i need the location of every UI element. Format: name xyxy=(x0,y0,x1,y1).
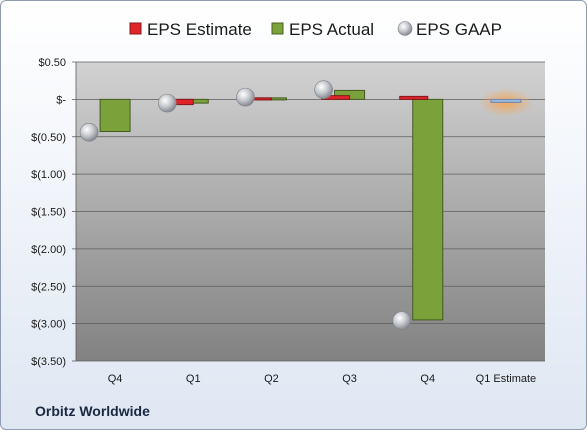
y-axis-labels: $0.50 $- $(0.50) $(1.00) $(1.50) $(2.00) $(2.5… xyxy=(31,57,66,368)
y-tick-label: $(2.50) xyxy=(31,281,66,293)
bar-eps-estimate xyxy=(399,95,429,100)
legend-swatch xyxy=(397,21,413,36)
y-tick-label: $- xyxy=(56,94,66,106)
point-eps-gaap xyxy=(314,80,333,99)
legend-label: EPS Actual xyxy=(289,20,374,39)
legend-swatch xyxy=(129,22,142,35)
point-eps-gaap xyxy=(392,311,412,330)
y-tick-label: $(1.00) xyxy=(31,169,66,181)
y-tick-label: $(0.50) xyxy=(31,132,66,144)
point-eps-gaap xyxy=(79,122,99,142)
bars xyxy=(79,80,533,330)
bar-eps-actual xyxy=(412,98,444,321)
y-tick-label: $(3.00) xyxy=(31,319,66,331)
x-tick-label: Q3 xyxy=(342,373,357,385)
x-tick-label: Q1 xyxy=(186,373,201,385)
x-tick-label: Q1 Estimate xyxy=(476,373,537,385)
bar-eps-actual xyxy=(99,98,131,133)
legend: EPS Estimate EPS Actual EPS GAAP xyxy=(129,20,502,39)
legend-label: EPS GAAP xyxy=(416,20,502,39)
legend-swatch xyxy=(271,22,284,35)
x-axis-labels: Q4 Q1 Q2 Q3 Q4 Q1 Estimate xyxy=(108,373,536,385)
y-tick-label: $(3.50) xyxy=(31,356,66,368)
x-tick-label: Q4 xyxy=(108,373,123,385)
bar-eps-estimate xyxy=(490,98,522,103)
company-name: Orbitz Worldwide xyxy=(35,403,150,419)
x-tick-label: Q4 xyxy=(420,373,435,385)
point-eps-gaap xyxy=(157,93,177,113)
point-eps-gaap xyxy=(236,87,255,107)
y-tick-label: $0.50 xyxy=(38,57,66,69)
y-tick-label: $(2.00) xyxy=(31,244,66,256)
y-tick-label: $(1.50) xyxy=(31,207,66,219)
legend-label: EPS Estimate xyxy=(147,20,252,39)
gridlines xyxy=(72,61,545,362)
x-tick-label: Q2 xyxy=(264,373,279,385)
